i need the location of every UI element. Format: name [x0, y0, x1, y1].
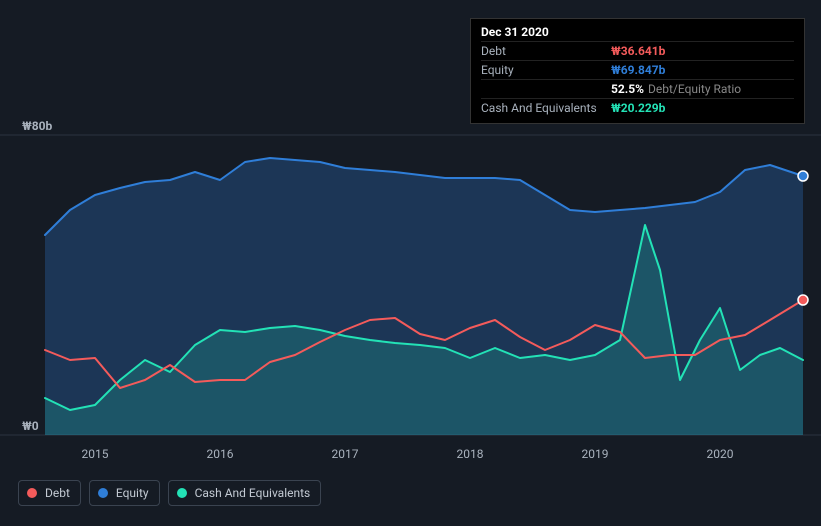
x-axis-label: 2019 [582, 447, 609, 461]
legend-dot-icon [177, 488, 187, 498]
legend-label: Equity [116, 486, 149, 500]
legend-dot-icon [27, 488, 37, 498]
tooltip-row-value: ₩69.847b [611, 63, 665, 77]
legend-label: Debt [45, 486, 70, 500]
tooltip-row-label: Equity [481, 63, 611, 77]
x-axis-label: 2017 [332, 447, 359, 461]
tooltip-row-suffix: Debt/Equity Ratio [648, 82, 741, 96]
tooltip-row-value: 52.5%Debt/Equity Ratio [611, 82, 741, 96]
x-axis-label: 2018 [457, 447, 484, 461]
x-axis-label: 2015 [82, 447, 109, 461]
legend-item[interactable]: Equity [89, 480, 160, 506]
legend-dot-icon [98, 488, 108, 498]
tooltip-title: Dec 31 2020 [481, 25, 794, 39]
tooltip-row-label [481, 82, 611, 96]
tooltip-row-label: Cash And Equivalents [481, 101, 611, 115]
chart-legend: Debt Equity Cash And Equivalents [18, 480, 321, 506]
tooltip-row-value: ₩20.229b [611, 101, 665, 115]
legend-item[interactable]: Debt [18, 480, 81, 506]
tooltip-row-value: ₩36.641b [611, 44, 665, 58]
tooltip-row: Debt₩36.641b [481, 41, 794, 60]
chart-tooltip: Dec 31 2020 Debt₩36.641bEquity₩69.847b52… [470, 18, 805, 124]
legend-item[interactable]: Cash And Equivalents [168, 480, 322, 506]
tooltip-row: Equity₩69.847b [481, 60, 794, 79]
tooltip-row: Cash And Equivalents₩20.229b [481, 98, 794, 117]
tooltip-row: 52.5%Debt/Equity Ratio [481, 79, 794, 98]
x-axis-label: 2020 [707, 447, 734, 461]
tooltip-row-label: Debt [481, 44, 611, 58]
legend-label: Cash And Equivalents [195, 486, 311, 500]
x-axis-label: 2016 [207, 447, 234, 461]
